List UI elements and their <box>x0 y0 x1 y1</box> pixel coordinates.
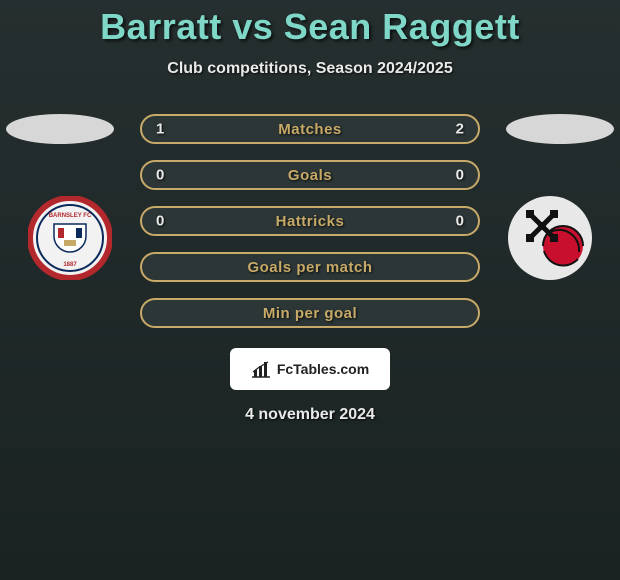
player-right-oval <box>506 114 614 144</box>
stat-row-hattricks: 0 Hattricks 0 <box>140 206 480 236</box>
stat-rows: 1 Matches 2 0 Goals 0 0 Hattricks 0 Goal… <box>140 114 480 328</box>
brand-prefix: Fc <box>277 361 293 377</box>
svg-text:1887: 1887 <box>63 262 77 268</box>
bar-chart-icon <box>251 360 271 378</box>
stat-row-min-per-goal: Min per goal <box>140 298 480 328</box>
brand-badge: FcTables.com <box>230 348 390 390</box>
stat-row-matches: 1 Matches 2 <box>140 114 480 144</box>
brand-text: FcTables.com <box>277 361 369 377</box>
player-left-oval <box>6 114 114 144</box>
infographic: Barratt vs Sean Raggett Club competition… <box>0 0 620 580</box>
stat-label: Goals per match <box>247 259 372 276</box>
stat-row-goals-per-match: Goals per match <box>140 252 480 282</box>
comparison-block: BARNSLEY FC 1887 <box>0 114 620 424</box>
rotherham-united-crest <box>508 196 592 280</box>
barnsley-fc-crest: BARNSLEY FC 1887 <box>28 196 112 280</box>
stat-row-goals: 0 Goals 0 <box>140 160 480 190</box>
page-title: Barratt vs Sean Raggett <box>100 6 520 48</box>
barnsley-fc-icon: BARNSLEY FC 1887 <box>28 196 112 280</box>
stat-right-value: 0 <box>456 213 464 230</box>
stat-right-value: 2 <box>456 121 464 138</box>
stat-right-value: 0 <box>456 167 464 184</box>
date-text: 4 november 2024 <box>0 406 620 424</box>
stat-left-value: 0 <box>156 167 164 184</box>
stat-label: Matches <box>278 121 342 138</box>
svg-text:BARNSLEY FC: BARNSLEY FC <box>49 213 92 219</box>
stat-label: Min per goal <box>263 305 357 322</box>
stat-left-value: 1 <box>156 121 164 138</box>
subtitle: Club competitions, Season 2024/2025 <box>167 60 452 78</box>
stat-label: Hattricks <box>276 213 345 230</box>
stat-left-value: 0 <box>156 213 164 230</box>
stat-label: Goals <box>288 167 332 184</box>
rotherham-icon <box>508 196 592 280</box>
brand-suffix: Tables.com <box>293 361 369 377</box>
